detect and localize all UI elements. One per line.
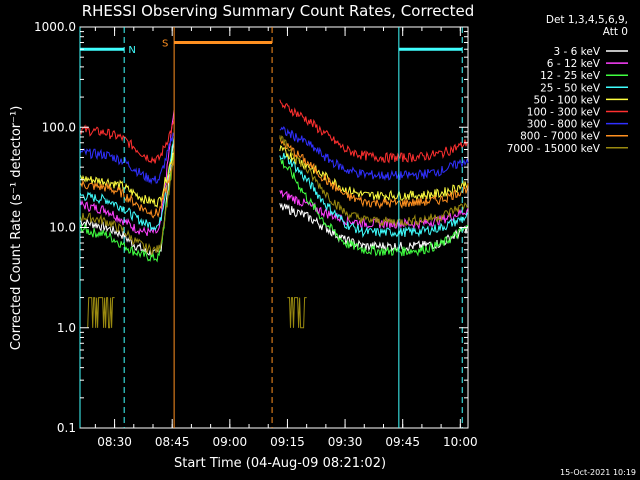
y-tick-label: 1000.0 [34, 20, 76, 34]
legend-label-3-6-kev: 3 - 6 keV [553, 46, 600, 58]
series-line-12-25-kev-pre [79, 146, 175, 263]
series-line-300-800-kev-pre [79, 132, 175, 185]
x-tick-label: 09:45 [385, 435, 420, 449]
x-axis-ticks: 08:30 08:45 09:00 09:15 09:30 09:45 10:00 [94, 27, 478, 449]
y-axis-ticks: 0.1 1.0 10.0 100.0 1000.0 [34, 20, 468, 435]
series-line-300-800-kev-post [279, 125, 469, 182]
legend-header-line: Det 1,3,4,5,6,9, [546, 14, 628, 26]
x-tick-label: 09:15 [270, 435, 305, 449]
legend-label-6-12-kev: 6 - 12 keV [547, 58, 601, 70]
legend-label-12-25-kev: 12 - 25 keV [540, 70, 601, 82]
series-line-50-100-kev-post [279, 144, 469, 201]
series-line-6-12-kev-pre [79, 110, 175, 237]
y-tick-label: 100.0 [42, 120, 76, 134]
mode-label-n: N [128, 45, 135, 56]
burst-trace-1 [87, 297, 115, 329]
series-lines [79, 99, 469, 329]
x-tick-label: 09:30 [328, 435, 363, 449]
series-line-800-7000-kev-post [279, 137, 469, 210]
series-line-100-300-kev-pre [79, 119, 175, 164]
chart-title: RHESSI Observing Summary Count Rates, Co… [82, 2, 475, 20]
y-axis-label: Corrected Count Rate (s⁻¹ detector⁻¹) [9, 106, 24, 351]
series-line-100-300-kev-post [279, 99, 469, 164]
footer-timestamp: 15-Oct-2021 10:19 [560, 468, 636, 477]
x-tick-label: 08:45 [155, 435, 190, 449]
series-line-25-50-kev-pre [79, 136, 175, 232]
burst-trace-2 [287, 297, 307, 329]
series-line-6-12-kev-post [279, 190, 469, 231]
x-tick-label: 10:00 [443, 435, 478, 449]
x-tick-label: 09:00 [213, 435, 248, 449]
legend-label-800-7000-kev: 800 - 7000 keV [520, 131, 601, 143]
legend-header-line: Att 0 [603, 26, 628, 38]
legend-label-25-50-kev: 25 - 50 keV [540, 82, 601, 94]
legend-label-100-300-kev: 100 - 300 keV [527, 107, 601, 119]
x-axis-label: Start Time (04-Aug-09 08:21:02) [174, 456, 386, 471]
series-line-7000-15000-kev-post [279, 135, 469, 228]
legend-label-7000-15000-kev: 7000 - 15000 keV [507, 143, 601, 155]
series-line-7000-15000-kev-pre [79, 155, 175, 256]
series-line-50-100-kev-pre [79, 152, 175, 208]
series-line-25-50-kev-post [279, 152, 469, 238]
y-tick-label: 10.0 [49, 221, 76, 235]
legend-label-300-800-kev: 300 - 800 keV [527, 119, 601, 131]
legend-label-50-100-kev: 50 - 100 keV [533, 94, 600, 106]
series-line-12-25-kev-post [279, 158, 469, 257]
y-tick-label: 1.0 [57, 321, 76, 335]
y-tick-label: 0.1 [57, 421, 76, 435]
mode-label-s: S [162, 39, 168, 50]
series-line-800-7000-kev-pre [79, 160, 175, 219]
x-tick-label: 08:30 [97, 435, 132, 449]
